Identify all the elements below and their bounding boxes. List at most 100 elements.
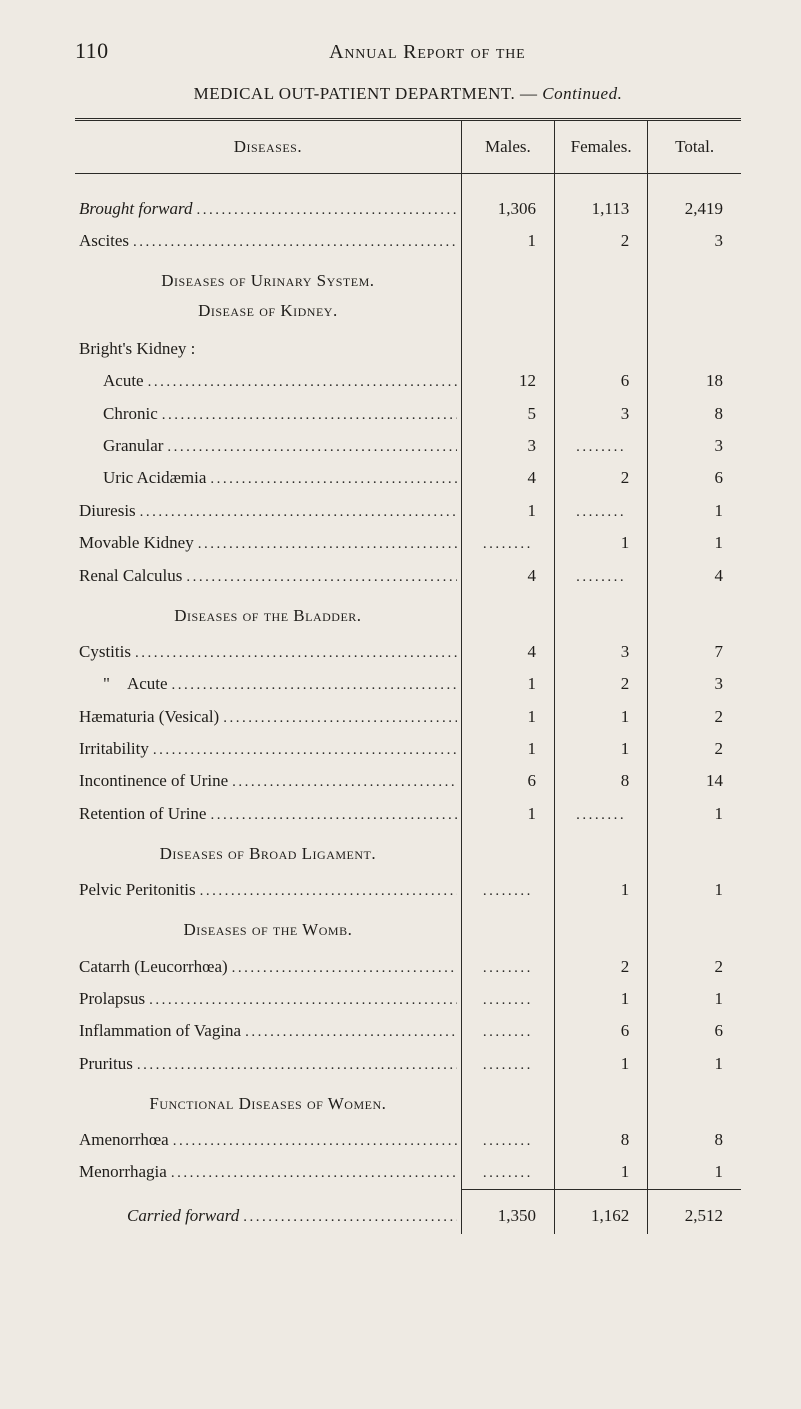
value-cell: 2 (555, 462, 648, 494)
value-cell: 1 (461, 733, 554, 765)
section-heading-row: Disease of Kidney. (75, 301, 741, 329)
empty-cell (461, 257, 554, 301)
label-cell: Catarrh (Leucorrhœa) (75, 950, 461, 982)
label-cell: Hæmaturia (Vesical) (75, 701, 461, 733)
col-females: Females. (555, 121, 648, 174)
value-cell: 4 (648, 559, 741, 591)
label-cell: Bright's Kidney : (75, 329, 461, 365)
value-cell: 7 (648, 636, 741, 668)
row-label: Movable Kidney (79, 533, 194, 553)
dotted-cell: ........ (461, 874, 554, 906)
value-cell: 8 (648, 1124, 741, 1156)
section-heading: Disease of Kidney. (75, 301, 461, 329)
table-row: Retention of Urine1........1 (75, 798, 741, 830)
value-cell: 6 (555, 365, 648, 397)
value-cell: 2,512 (648, 1196, 741, 1234)
row-label: Incontinence of Urine (79, 771, 228, 791)
table-row: Movable Kidney........11 (75, 527, 741, 559)
value-cell: 1 (555, 983, 648, 1015)
row-label: Granular (103, 436, 163, 456)
dot-leader (169, 1133, 457, 1150)
empty-cell (461, 906, 554, 950)
value-cell: 4 (461, 636, 554, 668)
empty-cell (648, 301, 741, 329)
value-cell: 1 (648, 495, 741, 527)
row-label: Ascites (79, 231, 129, 251)
empty-cell (648, 906, 741, 950)
value-cell: 1 (461, 495, 554, 527)
value-cell: 2 (555, 950, 648, 982)
empty-cell (555, 906, 648, 950)
table-row: Catarrh (Leucorrhœa)........22 (75, 950, 741, 982)
value-cell: 1 (461, 701, 554, 733)
value-cell: 6 (461, 765, 554, 797)
empty-cell (461, 830, 554, 874)
row-label: Bright's Kidney : (79, 339, 195, 358)
label-cell: Incontinence of Urine (75, 765, 461, 797)
dot-leader (145, 992, 457, 1009)
value-cell: 4 (461, 462, 554, 494)
dotted-cell: ........ (461, 983, 554, 1015)
row-label: Pruritus (79, 1054, 133, 1074)
dot-leader (158, 407, 457, 424)
dotted-cell: ........ (555, 430, 648, 462)
dot-leader (239, 1209, 457, 1226)
value-cell: 2 (555, 225, 648, 257)
dot-leader (194, 536, 457, 553)
dotted-cell: ........ (461, 1015, 554, 1047)
value-cell: 1 (555, 874, 648, 906)
row-label: Uric Acidæmia (103, 468, 206, 488)
label-cell: Pruritus (75, 1048, 461, 1080)
dot-leader (241, 1024, 457, 1041)
value-cell: 1 (461, 225, 554, 257)
dotted-cell: ........ (555, 559, 648, 591)
value-cell: 2 (555, 668, 648, 700)
value-cell: 1 (648, 798, 741, 830)
table-row: Amenorrhœa........88 (75, 1124, 741, 1156)
section-heading-row: Diseases of Broad Ligament. (75, 830, 741, 874)
empty-cell (648, 592, 741, 636)
dot-leader (129, 234, 457, 251)
table-row: Hæmaturia (Vesical)112 (75, 701, 741, 733)
table-row: Incontinence of Urine6814 (75, 765, 741, 797)
row-label: Catarrh (Leucorrhœa) (79, 957, 228, 977)
value-cell: 2 (648, 701, 741, 733)
label-cell: Renal Calculus (75, 559, 461, 591)
dotted-cell: ........ (461, 1048, 554, 1080)
value-cell: 1,162 (555, 1196, 648, 1234)
dot-leader (149, 742, 457, 759)
table-row: Inflammation of Vagina........66 (75, 1015, 741, 1047)
row-label: Cystitis (79, 642, 131, 662)
label-cell: Irritability (75, 733, 461, 765)
value-cell: 1 (461, 798, 554, 830)
row-label: Retention of Urine (79, 804, 206, 824)
table-row: Uric Acidæmia426 (75, 462, 741, 494)
empty-cell (461, 329, 554, 365)
label-cell: Ascites (75, 225, 461, 257)
data-table: Diseases. Males. Females. Total. Brought… (75, 121, 741, 1234)
value-cell: 1,113 (555, 192, 648, 224)
value-cell: 1 (648, 983, 741, 1015)
value-cell: 1,350 (461, 1196, 554, 1234)
value-cell: 8 (555, 1124, 648, 1156)
dot-leader (167, 1165, 457, 1182)
table-row: Pruritus........11 (75, 1048, 741, 1080)
dotted-cell: ........ (461, 527, 554, 559)
row-label: Diuresis (79, 501, 136, 521)
label-cell: Granular (75, 430, 461, 462)
subtitle-continued: Continued. (542, 84, 622, 103)
label-cell: Diuresis (75, 495, 461, 527)
page-header: 110 Annual Report of the (75, 38, 741, 64)
table-row: Prolapsus........11 (75, 983, 741, 1015)
value-cell: 12 (461, 365, 554, 397)
label-cell: Cystitis (75, 636, 461, 668)
dotted-cell: ........ (461, 1124, 554, 1156)
dot-leader (193, 202, 457, 219)
dot-leader (206, 807, 456, 824)
empty-cell (555, 830, 648, 874)
row-label: Renal Calculus (79, 566, 182, 586)
dot-leader (182, 569, 456, 586)
row-label: Inflammation of Vagina (79, 1021, 241, 1041)
value-cell: 3 (555, 398, 648, 430)
label-cell: Inflammation of Vagina (75, 1015, 461, 1047)
